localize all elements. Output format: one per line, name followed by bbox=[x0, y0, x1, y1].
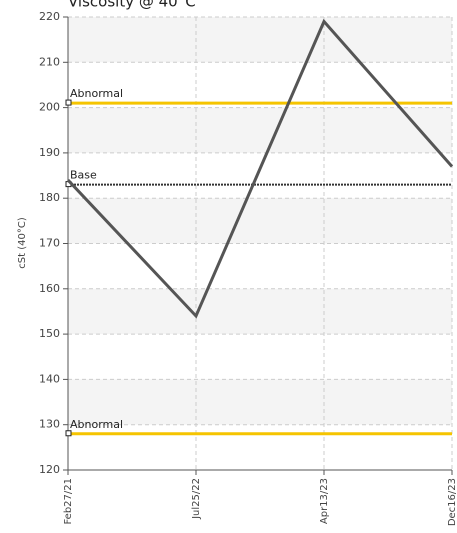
y-tick-label: 160 bbox=[39, 282, 60, 295]
chart-title: Viscosity @ 40°C bbox=[68, 0, 196, 11]
y-tick-label: 210 bbox=[39, 55, 60, 68]
data-line bbox=[66, 18, 454, 319]
reference-label: Abnormal bbox=[70, 418, 123, 431]
grid-band bbox=[68, 198, 452, 244]
grid-band bbox=[68, 17, 452, 63]
x-tick-label: Feb27/21 bbox=[63, 478, 74, 525]
x-tick-label: Jul25/22 bbox=[191, 478, 202, 520]
grid-band bbox=[68, 379, 452, 425]
y-tick-label: 120 bbox=[39, 463, 60, 476]
x-tick-label: Dec16/23 bbox=[447, 478, 457, 526]
y-tick-label: 140 bbox=[39, 372, 60, 385]
y-axis-label: cSt (40°C) bbox=[17, 217, 28, 269]
y-tick-label: 190 bbox=[39, 146, 60, 159]
y-tick-label: 200 bbox=[39, 101, 60, 114]
grid-band bbox=[68, 107, 452, 153]
reference-label: Base bbox=[70, 169, 97, 182]
y-tick-label: 170 bbox=[39, 237, 60, 250]
y-tick-label: 150 bbox=[39, 327, 60, 340]
reference-marker bbox=[65, 99, 72, 106]
y-tick-label: 130 bbox=[39, 418, 60, 431]
y-tick-label: 180 bbox=[39, 191, 60, 204]
x-tick-label: Apr13/23 bbox=[319, 478, 330, 524]
grid-band bbox=[68, 288, 452, 335]
y-tick-label: 220 bbox=[39, 10, 60, 23]
reference-marker bbox=[65, 430, 72, 437]
reference-label: Abnormal bbox=[70, 87, 123, 100]
